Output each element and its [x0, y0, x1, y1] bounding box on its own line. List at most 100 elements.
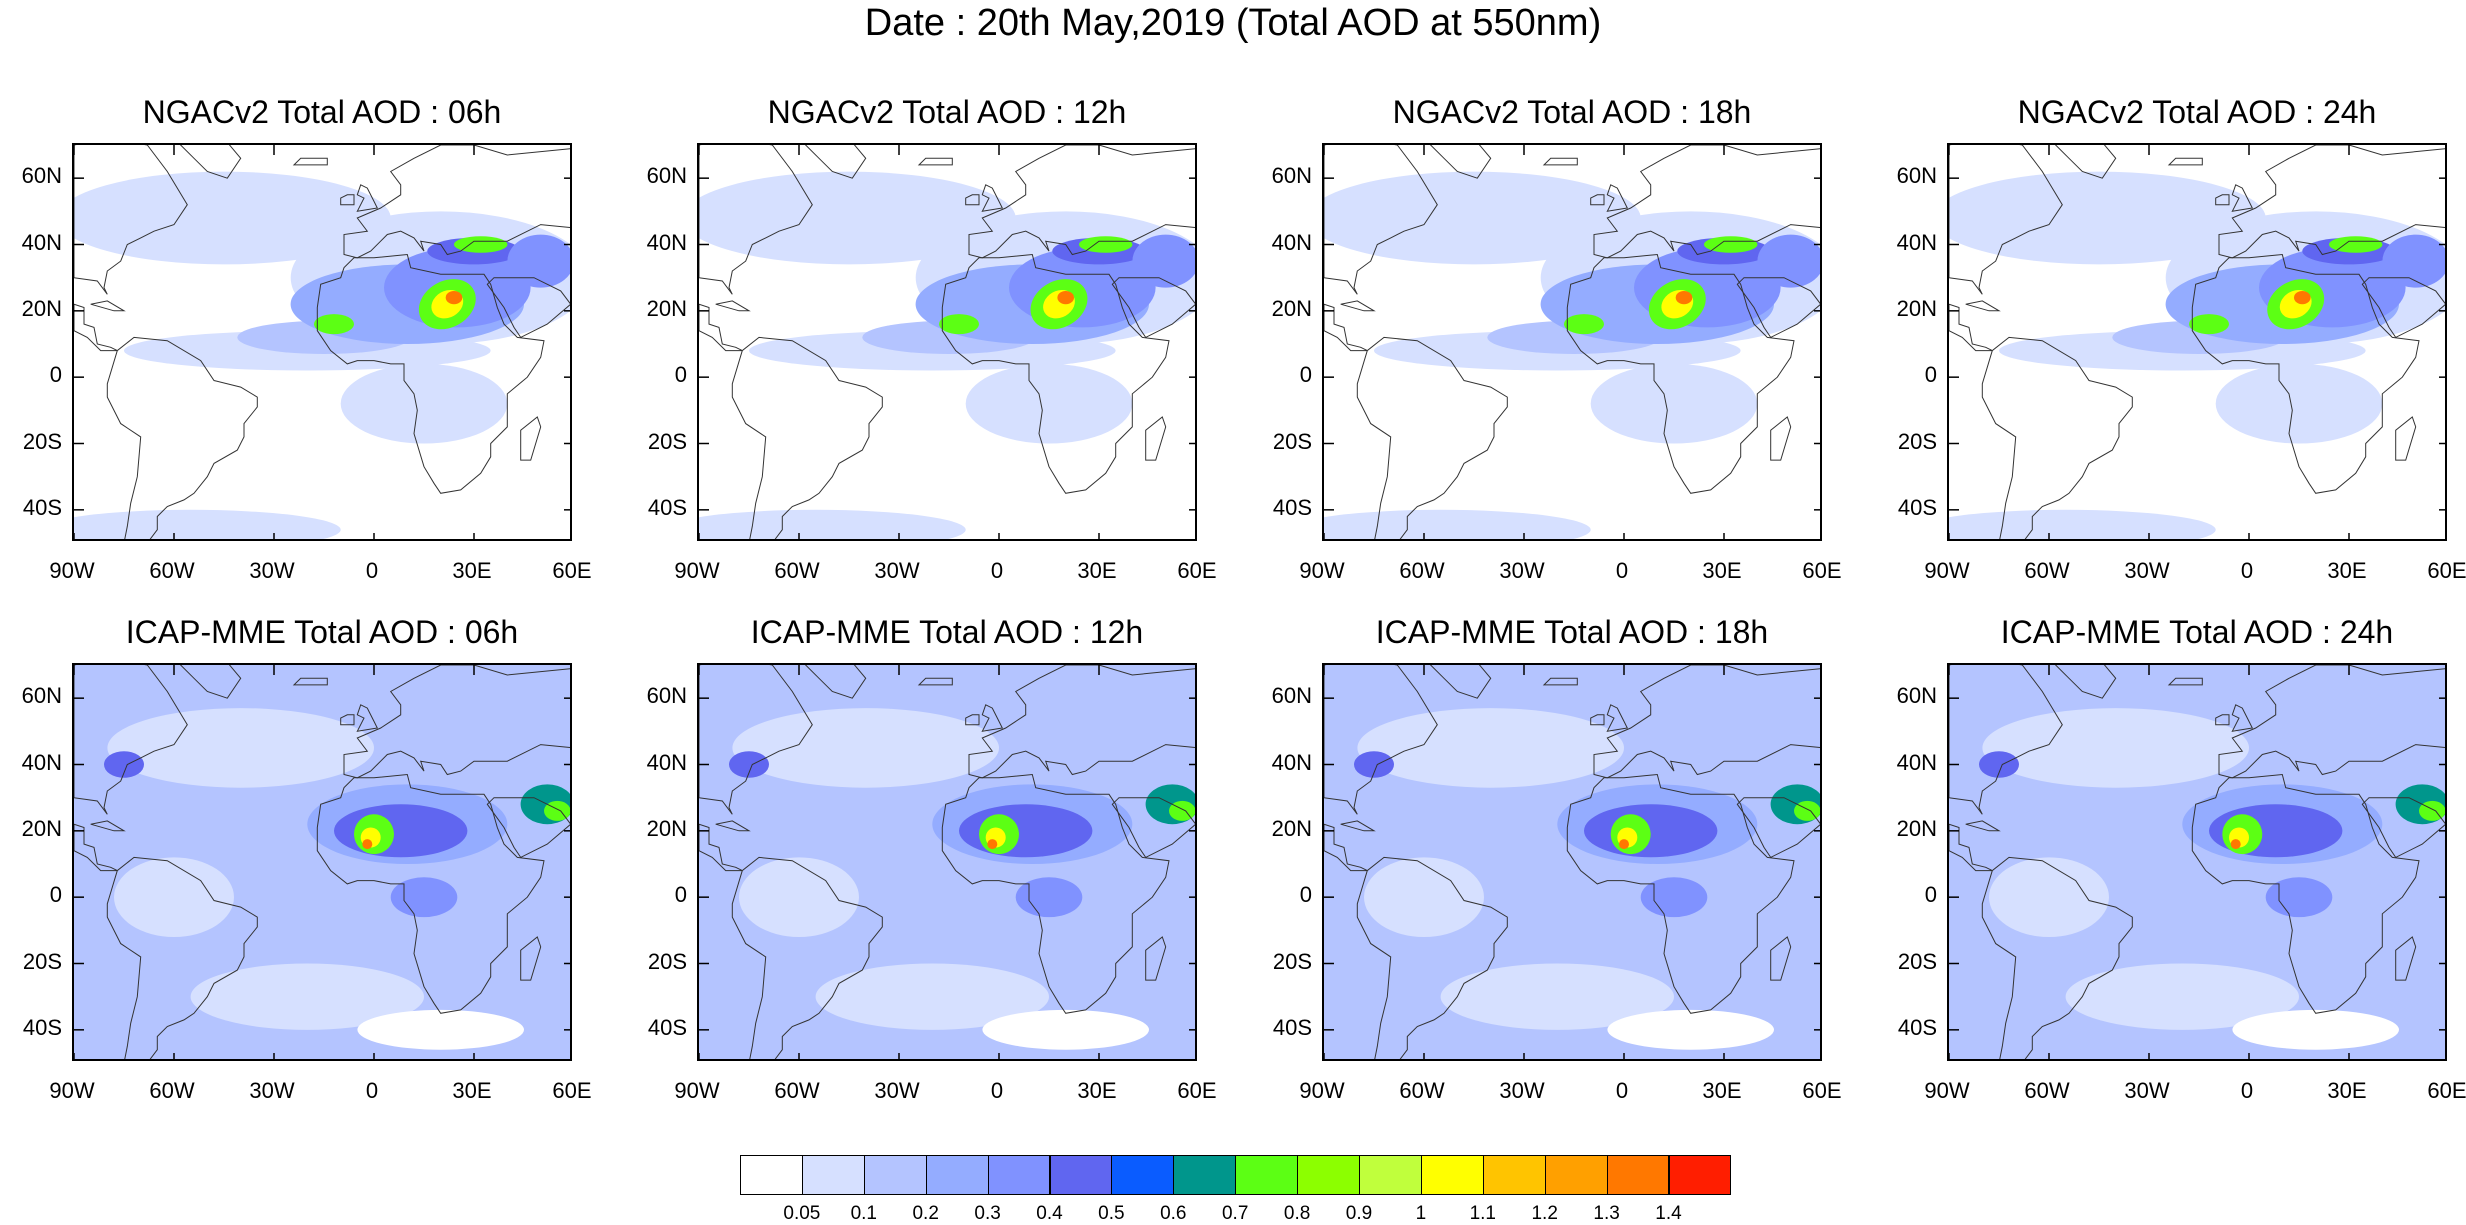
coastline-europe — [968, 145, 1195, 259]
aod-arabia-green — [2419, 800, 2445, 821]
panel-title-icap-12: ICAP-MME Total AOD : 12h — [750, 614, 1144, 650]
lat-label: 20N — [1271, 815, 1312, 841]
lat-label: 40N — [21, 229, 62, 255]
coastline-ireland — [1590, 194, 1605, 206]
colorbar-box — [1420, 1155, 1484, 1195]
colorbar-box — [1297, 1155, 1360, 1195]
coastline-south-america — [106, 856, 258, 1059]
lon-label: 90W — [49, 1078, 95, 1103]
colorbar-label: 1.1 — [1469, 1203, 1496, 1224]
lat-label: 60N — [21, 683, 62, 709]
aod-central-africa — [2215, 363, 2383, 444]
aod-med-green — [1704, 236, 1758, 253]
coastline-great-britain — [981, 184, 1004, 212]
coastline-africa — [1566, 253, 1795, 494]
lon-label: 60E — [552, 558, 592, 583]
colorbar-box — [1111, 1155, 1175, 1195]
coastline-cuba — [715, 820, 751, 832]
coastline-europe — [2218, 665, 2445, 779]
lon-label: 60E — [552, 1078, 592, 1103]
coastline-cuba — [90, 300, 126, 312]
coastline-iceland — [2167, 157, 2203, 166]
coastline-iceland — [1542, 677, 1578, 686]
coastline-iceland — [917, 157, 953, 166]
coastline-central-america — [1324, 823, 1368, 872]
lon-label: 90W — [674, 1078, 720, 1103]
coastline-great-britain — [1606, 704, 1629, 732]
lat-label: 40N — [1896, 229, 1937, 255]
lon-label: 90W — [1299, 558, 1345, 583]
coastline-north-america — [1324, 665, 1438, 815]
coastline-ireland — [1590, 714, 1605, 726]
lon-label: 0 — [2240, 558, 2254, 583]
aod-atlantic-clear — [732, 708, 999, 788]
coastline-arabia — [1111, 797, 1195, 859]
coastline-madagascar — [1145, 936, 1167, 981]
aod-north-atlantic — [699, 171, 1016, 265]
lat-label: 0 — [1924, 882, 1937, 908]
coastline-madagascar — [1770, 936, 1792, 981]
aod-west-africa-spot — [2189, 314, 2229, 335]
coastline-europe — [2218, 145, 2445, 259]
coastline-greenland — [1429, 145, 1492, 179]
lon-label: 0 — [1615, 558, 1629, 583]
coastline-africa — [316, 253, 545, 494]
coastlines — [74, 145, 570, 539]
map-ngac-24 — [1947, 143, 2447, 541]
lat-label: 0 — [674, 882, 687, 908]
lon-label: 60E — [1177, 558, 1217, 583]
coastline-central-america — [1324, 303, 1368, 352]
coastline-great-britain — [1606, 184, 1629, 212]
aod-west-africa-spot — [314, 314, 354, 335]
lat-label: 0 — [49, 362, 62, 388]
aod-contours — [1979, 708, 2445, 1050]
coastline-south-america — [1356, 856, 1508, 1059]
colorbar-label: 0.7 — [1221, 1203, 1249, 1224]
coastline-greenland — [1429, 665, 1492, 699]
coastline-arabia — [1736, 277, 1820, 339]
lon-label: 30E — [1702, 1078, 1742, 1103]
map-ngac-12 — [697, 143, 1197, 541]
colorbar-label: 1.4 — [1655, 1203, 1682, 1224]
lon-label: 0 — [365, 558, 379, 583]
coastline-cuba — [1340, 300, 1376, 312]
panel-title-ngac-24: NGACv2 Total AOD : 24h — [2017, 94, 2377, 130]
aod-med-green — [1079, 236, 1133, 253]
coastline-arabia — [1736, 797, 1820, 859]
aod-us-east-coast — [729, 751, 769, 778]
coastline-central-america — [74, 823, 118, 872]
coastline-europe — [343, 145, 570, 259]
aod-field-ngac-24 — [1949, 145, 2445, 539]
coastline-europe — [1593, 145, 1820, 259]
aod-contours — [729, 708, 1195, 1050]
coastline-madagascar — [520, 416, 542, 461]
lon-label: 0 — [2240, 1078, 2254, 1103]
coastline-madagascar — [2395, 416, 2417, 461]
lon-label: 90W — [674, 558, 720, 583]
coastline-south-america — [106, 336, 258, 539]
colorbar-box — [863, 1155, 927, 1195]
lat-label: 0 — [674, 362, 687, 388]
lon-label: 30E — [1702, 558, 1742, 583]
aod-sahara-core — [1584, 804, 1718, 858]
aod-contours — [1324, 171, 1820, 539]
lat-label: 60N — [1271, 163, 1312, 189]
lon-label: 60E — [1802, 558, 1842, 583]
coastline-great-britain — [356, 184, 379, 212]
lat-label: 20N — [1271, 295, 1312, 321]
lon-label: 90W — [1924, 1078, 1970, 1103]
lon-label: 60E — [1802, 1078, 1842, 1103]
colorbar-label: 0.2 — [912, 1203, 939, 1224]
lon-label: 30E — [452, 1078, 492, 1103]
coastline-africa — [2191, 253, 2420, 494]
lat-label: 20N — [646, 815, 687, 841]
coastline-ireland — [2215, 194, 2230, 206]
coastlines — [699, 665, 1195, 1059]
colorbar-label: 0.9 — [1345, 1203, 1373, 1224]
coastline-africa — [941, 773, 1170, 1014]
coastline-africa — [2191, 773, 2420, 1014]
coastlines — [1949, 145, 2445, 539]
map-icap-24 — [1947, 663, 2447, 1061]
coastline-iceland — [1542, 157, 1578, 166]
panel-title-icap-06: ICAP-MME Total AOD : 06h — [125, 614, 519, 650]
